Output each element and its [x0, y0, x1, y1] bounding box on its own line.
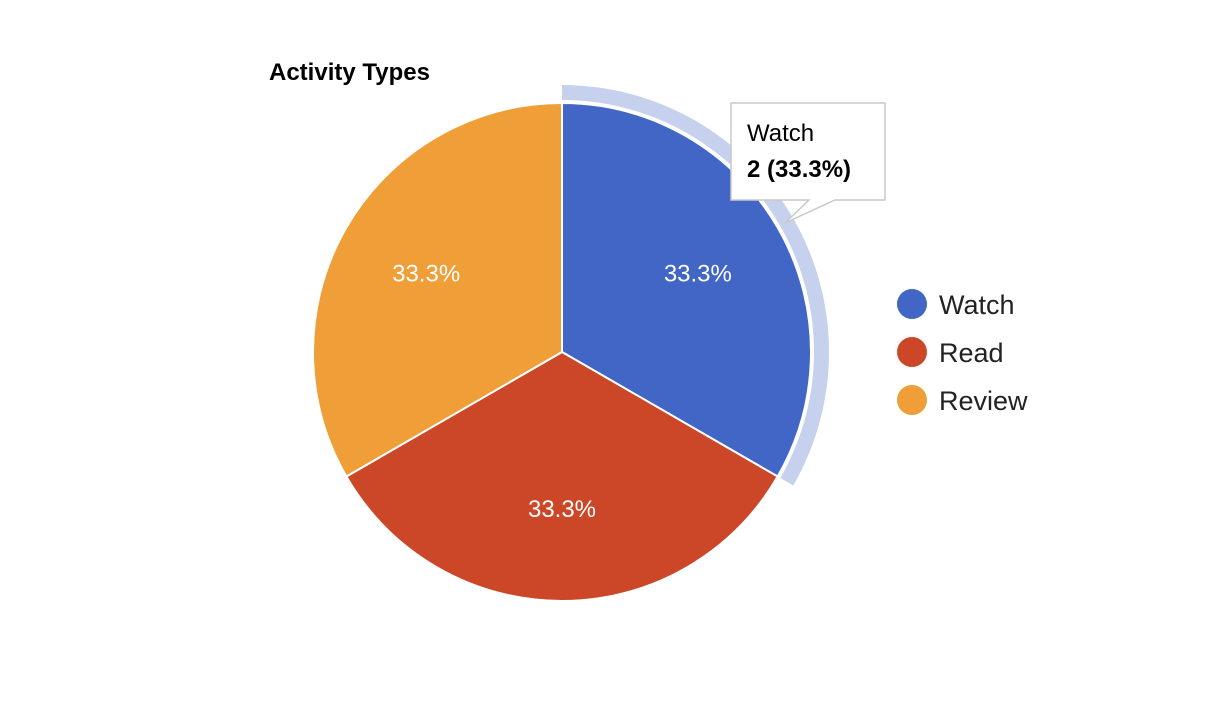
legend-swatch-watch	[897, 289, 927, 319]
slice-label-review: 33.3%	[392, 261, 460, 288]
slice-label-read: 33.3%	[528, 496, 596, 523]
legend-label-review: Review	[939, 386, 1028, 416]
legend-item-review[interactable]: Review	[897, 385, 1028, 416]
chart-title: Activity Types	[269, 59, 430, 86]
tooltip: Watch 2 (33.3%)	[730, 102, 886, 224]
legend-item-read[interactable]: Read	[897, 337, 1004, 368]
tooltip-category: Watch	[747, 120, 814, 147]
legend-label-read: Read	[939, 338, 1004, 368]
pie-slice-read[interactable]	[344, 350, 780, 602]
legend-swatch-read	[897, 337, 927, 367]
tooltip-value: 2 (33.3%)	[747, 156, 851, 183]
slice-label-watch: 33.3%	[664, 261, 732, 288]
pie-slice-review[interactable]	[312, 101, 563, 478]
legend-label-watch: Watch	[939, 290, 1015, 320]
pie-slice-labels: 33.3% 33.3% 33.3%	[392, 261, 732, 523]
legend-item-watch[interactable]: Watch	[897, 289, 1015, 320]
legend-swatch-review	[897, 385, 927, 415]
tooltip-box	[730, 102, 886, 224]
legend: Watch Read Review	[897, 289, 1028, 416]
